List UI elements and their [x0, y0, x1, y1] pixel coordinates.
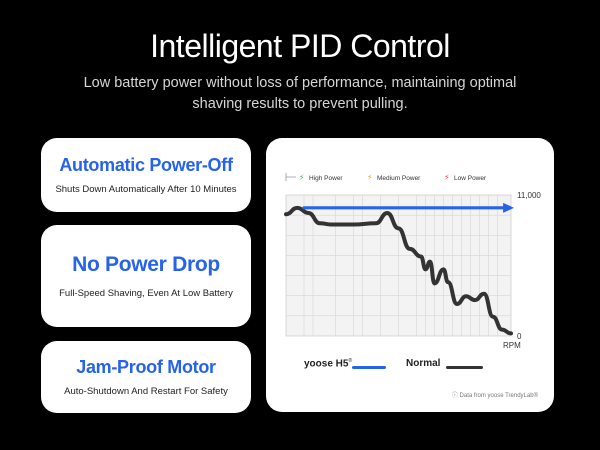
registered-mark: ® — [348, 358, 353, 364]
feature-description: Full-Speed Shaving, Even At Low Battery — [59, 288, 233, 299]
legend-normal-swatch — [446, 366, 483, 369]
y-tick-label: 0 — [517, 332, 522, 341]
phase-label-bg — [296, 172, 374, 182]
lightning-icon: ⚡ — [299, 173, 305, 182]
page-title: Intelligent PID Control — [150, 28, 450, 64]
series-line-normal — [284, 205, 513, 336]
y-tick-label: 11,000 — [517, 191, 541, 200]
feature-description: Shuts Down Automatically After 10 Minute… — [55, 184, 237, 195]
chart-panel: ⚡ High Power ⚡ Medium Power ⚡ Low Power 11,000… — [266, 138, 554, 412]
legend-normal-label: Normal — [406, 358, 441, 369]
feature-description: Auto-Shutdown And Restart For Safety — [64, 386, 228, 397]
phase-label: High Power — [309, 175, 343, 182]
feature-title: Jam-Proof Motor — [76, 357, 216, 377]
page-subtitle: Low battery power without loss of perfor… — [83, 75, 517, 112]
legend-yoose-label: yoose H5® — [304, 358, 353, 370]
rpm-chart: ⚡ High Power ⚡ Medium Power ⚡ Low Power 11,000… — [284, 172, 541, 350]
legend-yoose-swatch — [352, 366, 386, 369]
phase-label-bg — [441, 172, 519, 182]
feature-card-no-power-drop: No Power Drop Full-Speed Shaving, Even A… — [41, 225, 251, 327]
series-arrowhead-yoose-h5 — [503, 202, 514, 213]
phase-label-bg — [364, 172, 442, 182]
phase-label: Medium Power — [377, 175, 421, 182]
phase-label: Low Power — [454, 175, 487, 182]
lightning-icon: ⚡ — [367, 173, 373, 182]
feature-title: No Power Drop — [72, 253, 220, 276]
lightning-icon: ⚡ — [444, 173, 450, 182]
feature-card-auto-power-off: Automatic Power-Off Shuts Down Automatic… — [41, 138, 251, 212]
feature-title: Automatic Power-Off — [59, 155, 233, 175]
y-axis-label: RPM — [503, 341, 521, 350]
feature-card-jam-proof-motor: Jam-Proof Motor Auto-Shutdown And Restar… — [41, 341, 251, 413]
data-source-footnote: ⓘ Data from yoose TrendyLab® — [451, 393, 538, 399]
